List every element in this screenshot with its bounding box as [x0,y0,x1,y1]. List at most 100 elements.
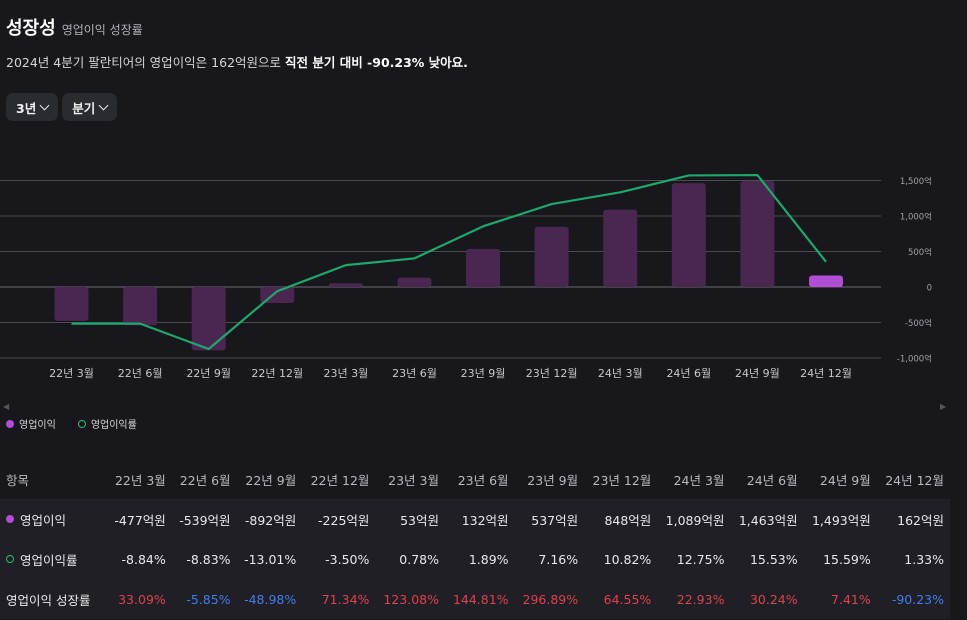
table-cell: 15.53% [730,539,804,579]
table-header-cell: 23년 3월 [388,472,439,488]
line-operating-margin[interactable] [71,173,827,351]
table-header-cell: 23년 6월 [457,472,509,488]
table-cell: 1.33% [876,539,950,579]
table-cell: 123.08% [375,579,445,619]
table-cell: -8.83% [171,539,237,579]
bar-operating-profit[interactable] [809,275,843,287]
bar-operating-profit[interactable] [123,287,158,326]
table-cell: 537억원 [514,499,585,539]
table-cell: 12.75% [657,539,731,579]
table-cell: -13.01% [236,539,303,579]
x-tick-label: 23년 9월 [461,367,506,380]
table-cell: -8.84% [107,539,172,579]
table-cell: -3.50% [302,539,376,579]
profit-marker [6,515,14,523]
x-tick-label: 24년 6월 [666,367,711,380]
chevron-right-icon[interactable]: ▶ [940,402,947,411]
table-cell: 0.78% [375,539,445,579]
unit-dropdown[interactable]: 분기 [62,93,118,121]
legend-margin-marker [77,419,86,428]
x-tick-label: 23년 3월 [323,367,368,380]
x-tick-label: 23년 12월 [526,367,578,380]
table-header-cell: 22년 9월 [245,472,297,488]
legend-item-margin[interactable]: 영업이익률 [77,416,137,431]
bar-operating-profit[interactable] [328,283,363,287]
chevron-left-icon[interactable]: ◀ [3,402,10,411]
table-cell: 30.24% [730,579,804,619]
x-tick-label: 24년 12월 [800,367,852,380]
period-dropdown[interactable]: 3년 [6,93,59,121]
bar-operating-profit[interactable] [740,180,775,287]
table-header-cell: 24년 12월 [885,472,944,488]
section-subtitle: 영업이익 성장률 [61,23,143,37]
table-row-label: 영업이익 성장률 [0,579,107,619]
margin-marker [6,555,14,563]
table-header-cell: 22년 3월 [114,472,166,488]
table-row: 영업이익 -477억원 -539억원 -892억원 -225억원 53억원 132억원 537… [0,499,950,539]
bar-operating-profit[interactable] [671,183,706,287]
legend-item-profit[interactable]: 영업이익 [6,416,56,431]
table-cell: -90.23% [876,579,950,619]
y-tick-label: -1,000억 [897,354,932,365]
table-cell: 22.93% [657,579,731,619]
table-cell: -225억원 [302,499,376,539]
table-cell: 15.59% [803,539,877,579]
table-cell: -5.85% [171,579,237,619]
operating-profit-chart: 22년 3월 22년 6월 22년 9월 22년 12월 23년 3월 23년 6월 23년… [0,173,932,380]
filter-bar: 3년 분기 [6,93,118,121]
table-cell: 71.34% [302,579,376,619]
table-cell: 848억원 [584,499,658,539]
bar-operating-profit[interactable] [191,287,226,351]
x-tick-label: 22년 12월 [251,367,303,380]
x-tick-label: 22년 6월 [118,367,163,380]
table-header-cell: 23년 12월 [592,472,652,488]
table-cell: -539억원 [171,499,237,539]
table-cell: 7.16% [514,539,585,579]
table-cell: 1,463억원 [730,499,804,539]
y-tick-label: -500억 [905,318,932,329]
chevron-down-icon [39,100,50,111]
bar-operating-profit[interactable] [397,277,432,287]
table-cell: -48.98% [236,579,303,619]
table-cell: 53억원 [375,499,445,539]
table-cell: 162억원 [876,499,950,539]
bar-operating-profit[interactable] [603,209,638,287]
table-header-row: 항목 22년 3월 22년 6월 22년 9월 22년 12월 23년 3월 23년 6월… [0,459,950,499]
table-header-cell: 24년 6월 [746,472,798,488]
table-cell: -892억원 [236,499,303,539]
table-cell: 144.81% [444,579,515,619]
x-tick-label: 24년 9월 [735,367,780,380]
table-row-label: 영업이익률 [0,539,107,579]
table-cell: 10.82% [584,539,658,579]
table-header-cell: 23년 9월 [527,472,579,488]
bar-operating-profit[interactable] [534,226,569,287]
table-row: 영업이익 성장률 33.09% -5.85% -48.98% 71.34% 123.08%… [0,579,950,619]
data-table: 항목 22년 3월 22년 6월 22년 9월 22년 12월 23년 3월 23년 6월… [0,459,950,619]
summary-highlight: 직전 분기 대비 -90.23% 낮아요. [285,55,468,70]
x-tick-label: 24년 3월 [598,367,643,380]
legend-profit-marker [6,419,14,428]
table-header-cell: 24년 3월 [673,472,725,488]
table-cell: 132억원 [444,499,515,539]
bar-operating-profit[interactable] [54,287,89,321]
table-cell: 296.89% [514,579,585,619]
table-header-cell: 22년 12월 [310,472,370,488]
x-tick-label: 23년 6월 [392,367,437,380]
table-cell: 1,089억원 [657,499,731,539]
x-tick-label: 22년 9월 [186,367,231,380]
table-cell: 64.55% [584,579,658,619]
y-tick-label: 1,500억 [900,176,932,187]
section-header: 성장성 영업이익 성장률 [6,14,143,40]
table-cell: 1.89% [444,539,515,579]
table-cell: 33.09% [107,579,172,619]
x-tick-label: 22년 3월 [49,367,94,380]
chart-legend: 영업이익 영업이익률 [6,416,137,431]
bar-operating-profit[interactable] [466,248,501,287]
table-cell: 1,493억원 [803,499,877,539]
table-row: 영업이익률 -8.84% -8.83% -13.01% -3.50% 0.78% 1.89%… [0,539,950,579]
y-tick-label: 0 [927,284,932,294]
chevron-down-icon [98,100,109,111]
y-tick-label: 1,000억 [900,212,932,223]
table-header-label: 항목 [6,472,30,488]
table-cell: 7.41% [803,579,877,619]
